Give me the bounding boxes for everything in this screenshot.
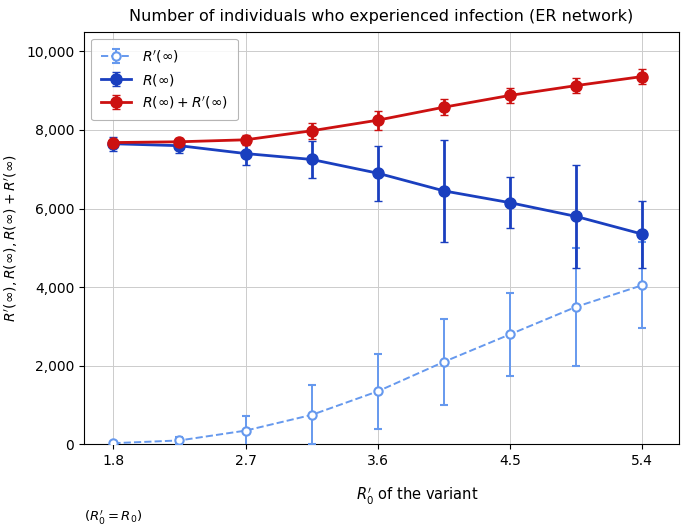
Legend: $R'(\infty)$, $R(\infty)$, $R(\infty) + R'(\infty)$: $R'(\infty)$, $R(\infty)$, $R(\infty) + … (91, 39, 238, 121)
Text: $(R_0' = R_0)$: $(R_0' = R_0)$ (84, 508, 143, 526)
Y-axis label: $R'(\infty), R(\infty), R(\infty) + R'(\infty)$: $R'(\infty), R(\infty), R(\infty) + R'(\… (4, 154, 20, 322)
Title: Number of individuals who experienced infection (ER network): Number of individuals who experienced in… (130, 8, 634, 24)
Text: $R_0'$ of the variant: $R_0'$ of the variant (356, 486, 478, 507)
